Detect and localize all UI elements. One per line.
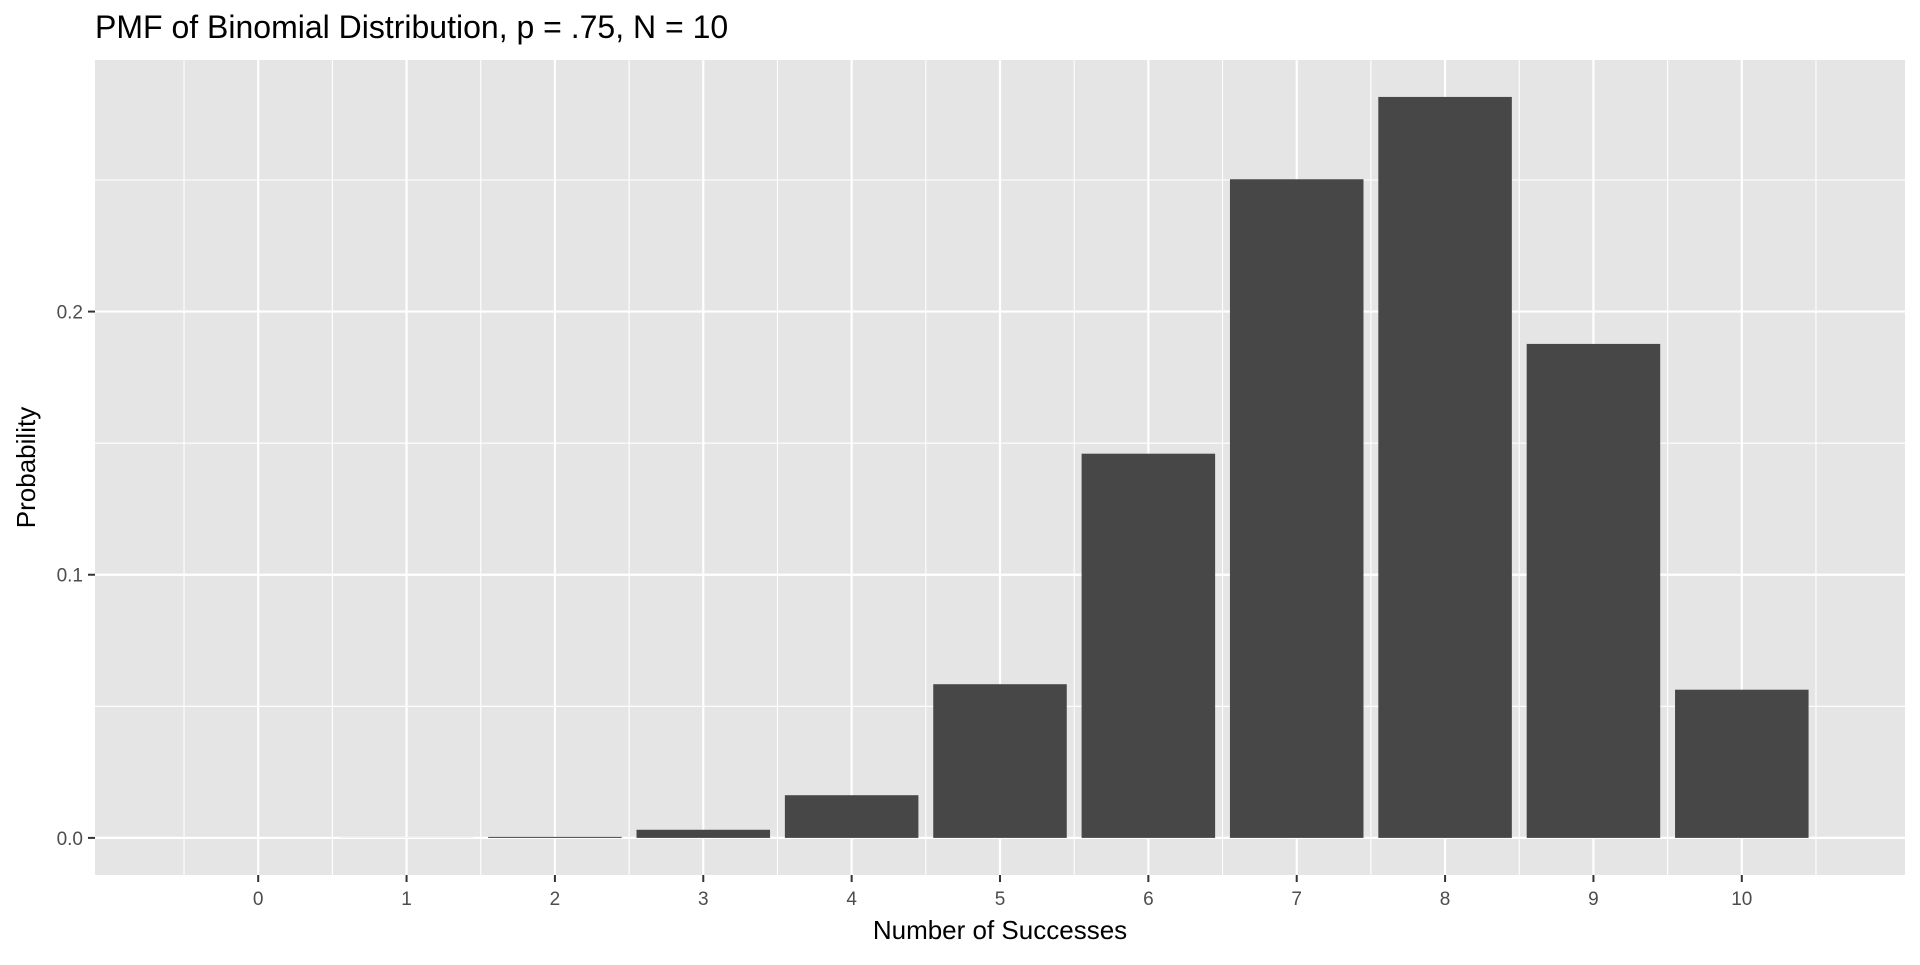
- bar-4: [785, 795, 919, 838]
- bar-6: [1082, 454, 1216, 838]
- x-tick-label: 2: [550, 889, 561, 910]
- bar-3: [637, 830, 771, 838]
- y-tick-label: 0.2: [57, 303, 83, 324]
- x-tick-label: 10: [1731, 889, 1752, 910]
- bar-7: [1230, 179, 1364, 838]
- bar-10: [1675, 690, 1809, 838]
- y-tick-label: 0.1: [57, 566, 83, 587]
- x-tick-label: 8: [1440, 889, 1451, 910]
- x-tick-label: 7: [1291, 889, 1302, 910]
- chart-title: PMF of Binomial Distribution, p = .75, N…: [95, 9, 728, 45]
- x-axis-label: Number of Successes: [873, 915, 1127, 945]
- x-tick-label: 3: [698, 889, 709, 910]
- bar-5: [933, 684, 1067, 838]
- x-tick-label: 9: [1588, 889, 1599, 910]
- y-axis-label: Probability: [11, 407, 41, 528]
- x-tick-label: 0: [253, 889, 264, 910]
- x-tick-label: 4: [846, 889, 857, 910]
- bar-8: [1378, 97, 1512, 838]
- x-tick-label: 1: [401, 889, 412, 910]
- x-tick-label: 5: [995, 889, 1006, 910]
- bar-2: [488, 837, 622, 838]
- bar-9: [1527, 344, 1661, 838]
- x-tick-label: 6: [1143, 889, 1154, 910]
- y-tick-label: 0.0: [57, 829, 83, 850]
